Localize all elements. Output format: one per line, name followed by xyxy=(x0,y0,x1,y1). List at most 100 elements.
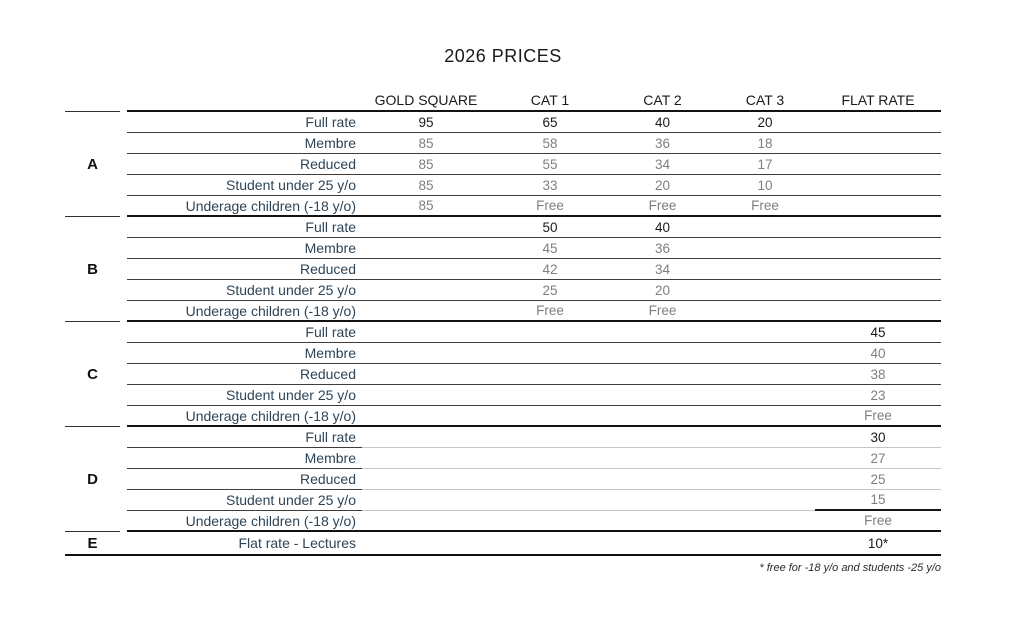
section-letter xyxy=(65,406,120,427)
price-cell: 85 xyxy=(362,133,490,154)
price-cell xyxy=(715,427,815,448)
row-label: Full rate xyxy=(127,112,362,133)
price-cell xyxy=(362,490,490,511)
price-cell xyxy=(490,427,610,448)
row-label: Student under 25 y/o xyxy=(127,385,362,406)
price-cell: 95 xyxy=(362,112,490,133)
row-label: Underage children (-18 y/o) xyxy=(127,196,362,217)
price-cell xyxy=(815,217,941,238)
price-cell xyxy=(715,238,815,259)
section-letter xyxy=(65,322,120,343)
column-gap xyxy=(120,427,127,448)
price-cell: 58 xyxy=(490,133,610,154)
section-letter: E xyxy=(65,532,120,556)
price-cell xyxy=(362,364,490,385)
price-cell xyxy=(362,385,490,406)
table-row: Membre 40 xyxy=(65,343,941,364)
price-cell: 18 xyxy=(715,133,815,154)
price-cell xyxy=(610,427,715,448)
price-cell xyxy=(715,448,815,469)
price-cell: 34 xyxy=(610,154,715,175)
price-cell xyxy=(715,217,815,238)
price-cell: 85 xyxy=(362,196,490,217)
section-letter xyxy=(65,385,120,406)
price-cell: 85 xyxy=(362,175,490,196)
column-gap xyxy=(120,154,127,175)
price-cell xyxy=(815,133,941,154)
column-gap xyxy=(120,259,127,280)
price-cell xyxy=(490,532,610,556)
section-letter xyxy=(65,133,120,154)
column-gap xyxy=(120,469,127,490)
price-cell: 33 xyxy=(490,175,610,196)
table-row: Student under 25 y/o 23 xyxy=(65,385,941,406)
column-header-cat-2: CAT 2 xyxy=(610,90,715,112)
row-label: Underage children (-18 y/o) xyxy=(127,301,362,322)
table-row: Full rate 30 xyxy=(65,427,941,448)
price-cell: 30 xyxy=(815,427,941,448)
column-gap xyxy=(120,301,127,322)
price-cell xyxy=(490,364,610,385)
price-cell xyxy=(362,301,490,322)
price-cell: 20 xyxy=(610,280,715,301)
row-label: Full rate xyxy=(127,427,362,448)
column-gap xyxy=(120,406,127,427)
column-gap xyxy=(120,322,127,343)
price-cell: 85 xyxy=(362,154,490,175)
row-label: Underage children (-18 y/o) xyxy=(127,406,362,427)
price-cell xyxy=(362,511,490,532)
price-cell xyxy=(715,469,815,490)
price-cell: 34 xyxy=(610,259,715,280)
price-cell: 40 xyxy=(815,343,941,364)
price-cell: 38 xyxy=(815,364,941,385)
column-gap xyxy=(120,343,127,364)
price-cell xyxy=(715,364,815,385)
price-cell xyxy=(490,448,610,469)
row-label: Full rate xyxy=(127,322,362,343)
table-row: Membre 85 58 36 18 xyxy=(65,133,941,154)
section-letter xyxy=(65,343,120,364)
price-cell xyxy=(715,343,815,364)
row-label: Membre xyxy=(127,238,362,259)
price-cell xyxy=(610,385,715,406)
table-row: Underage children (-18 y/o) 85 Free Free Fre… xyxy=(65,196,941,217)
row-label: Student under 25 y/o xyxy=(127,280,362,301)
price-cell xyxy=(362,427,490,448)
row-label: Underage children (-18 y/o) xyxy=(127,511,362,532)
price-cell: 20 xyxy=(715,112,815,133)
price-cell xyxy=(815,154,941,175)
section-letter xyxy=(65,448,120,469)
price-cell xyxy=(815,175,941,196)
price-cell xyxy=(610,532,715,556)
price-cell: Free xyxy=(815,406,941,427)
price-cell xyxy=(490,469,610,490)
price-cell xyxy=(815,112,941,133)
price-cell: 17 xyxy=(715,154,815,175)
section-letter xyxy=(65,217,120,238)
table-row: B Reduced 42 34 xyxy=(65,259,941,280)
price-table: GOLD SQUARE CAT 1 CAT 2 CAT 3 FLAT RATE … xyxy=(65,90,941,556)
table-row: Underage children (-18 y/o) Free Free xyxy=(65,301,941,322)
section-letter xyxy=(65,511,120,532)
price-cell: 36 xyxy=(610,133,715,154)
price-cell: Free xyxy=(490,301,610,322)
column-gap xyxy=(120,385,127,406)
table-row: Underage children (-18 y/o) Free xyxy=(65,511,941,532)
price-cell: 27 xyxy=(815,448,941,469)
price-cell: 15 xyxy=(815,490,941,511)
table-row: Full rate 50 40 xyxy=(65,217,941,238)
section-letter xyxy=(65,238,120,259)
price-cell xyxy=(362,343,490,364)
table-row: Full rate 45 xyxy=(65,322,941,343)
price-cell xyxy=(715,385,815,406)
price-cell xyxy=(610,469,715,490)
section-letter xyxy=(65,112,120,133)
price-cell: 20 xyxy=(610,175,715,196)
table-row: A Reduced 85 55 34 17 xyxy=(65,154,941,175)
table-row: Student under 25 y/o 15 xyxy=(65,490,941,511)
price-cell xyxy=(715,322,815,343)
table-row: Full rate 95 65 40 20 xyxy=(65,112,941,133)
price-cell: Free xyxy=(610,196,715,217)
section-letter: B xyxy=(87,261,98,278)
row-label: Membre xyxy=(127,448,362,469)
